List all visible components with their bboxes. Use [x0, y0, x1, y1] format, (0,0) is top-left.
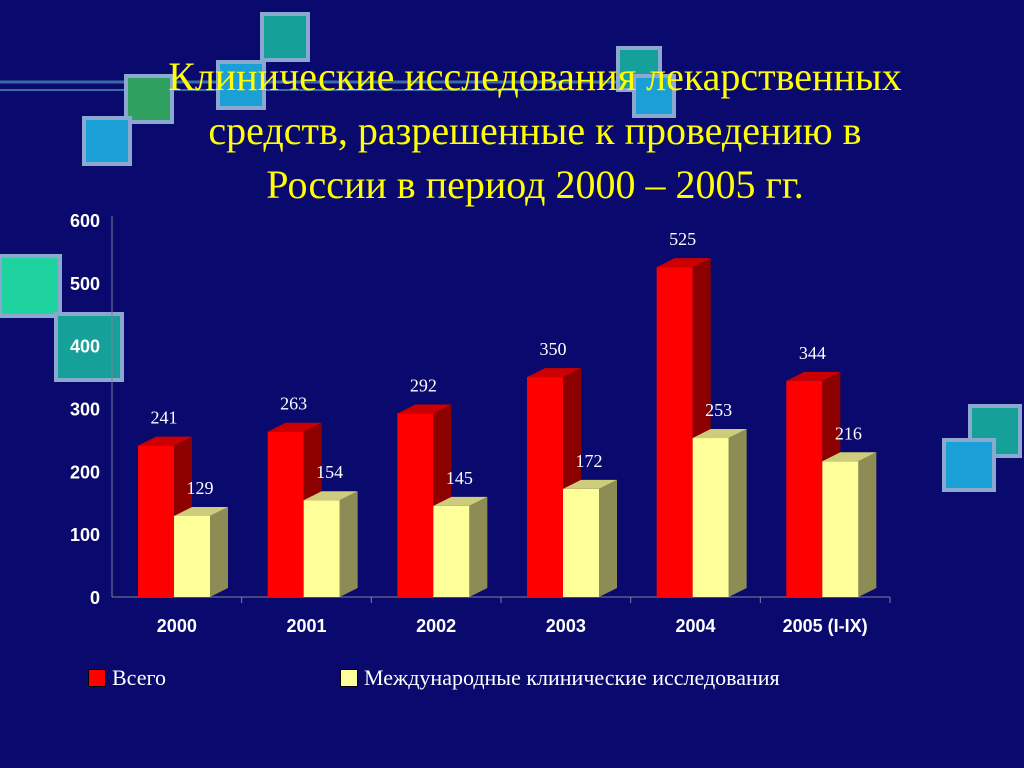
- bar-total: [527, 368, 581, 597]
- bar-international: [692, 429, 747, 597]
- title-line-2: средств, разрешенные к проведению в: [208, 108, 862, 153]
- deco-square: [942, 438, 996, 492]
- x-tick-label: 2003: [546, 616, 586, 636]
- deco-square: [0, 254, 62, 318]
- bar-front: [174, 515, 210, 597]
- y-tick-label: 0: [90, 588, 100, 608]
- deco-square: [124, 74, 174, 124]
- bar-front: [303, 500, 340, 597]
- bar-top: [822, 452, 877, 462]
- legend-label-total: Всего: [112, 665, 166, 690]
- x-tick-label: 2004: [675, 616, 715, 636]
- legend-item-total: Всего: [88, 664, 166, 692]
- bar-front: [397, 413, 434, 597]
- y-tick-label: 500: [70, 274, 100, 294]
- deco-square: [54, 312, 124, 382]
- data-label-total: 292: [410, 376, 437, 396]
- legend-label-international: Международные клинические исследования: [364, 665, 780, 690]
- y-tick-label: 400: [70, 337, 100, 357]
- deco-square: [216, 60, 266, 110]
- bar-top: [138, 436, 192, 446]
- data-label-international: 129: [187, 478, 214, 498]
- data-label-international: 154: [316, 462, 343, 482]
- x-tick-label: 2002: [416, 616, 456, 636]
- bar-top: [433, 496, 488, 506]
- data-label-international: 145: [446, 468, 473, 488]
- bar-top: [563, 479, 617, 489]
- data-label-total: 350: [540, 339, 567, 359]
- bar-side: [858, 452, 877, 597]
- bar-international: [822, 452, 877, 597]
- bar-front: [563, 488, 599, 597]
- bar-front: [786, 380, 823, 597]
- deco-square: [82, 116, 132, 166]
- bar-top: [267, 422, 322, 432]
- x-tick-label: 2005 (I-IX): [783, 616, 868, 636]
- bar-international: [174, 506, 228, 597]
- data-label-international: 216: [835, 423, 862, 443]
- data-label-total: 241: [151, 408, 178, 428]
- y-tick-label: 300: [70, 400, 100, 420]
- bar-top: [692, 429, 747, 439]
- bar-front: [267, 431, 304, 597]
- title-line-3: России в период 2000 – 2005 гг.: [266, 162, 804, 207]
- bar-side: [469, 496, 488, 597]
- bar-front: [138, 445, 174, 597]
- data-label-total: 525: [669, 229, 696, 249]
- bar-international: [303, 491, 358, 597]
- legend-swatch-international: [340, 669, 358, 687]
- bar-top: [174, 506, 228, 516]
- deco-square: [632, 74, 676, 118]
- y-tick-label: 100: [70, 525, 100, 545]
- data-label-total: 263: [280, 394, 307, 414]
- bar-side: [599, 479, 617, 597]
- bar-front: [433, 505, 470, 597]
- bar-front: [527, 377, 563, 597]
- deco-square: [260, 12, 310, 62]
- bar-top: [786, 371, 841, 381]
- bar-front: [822, 461, 859, 597]
- legend-item-international: Международные клинические исследования: [340, 664, 780, 692]
- bar-international: [563, 479, 617, 597]
- x-tick-label: 2000: [157, 616, 197, 636]
- bar-top: [656, 258, 711, 268]
- bar-front: [656, 267, 693, 597]
- bar-top: [303, 491, 358, 501]
- bar-top: [527, 368, 581, 378]
- y-tick-label: 200: [70, 462, 100, 482]
- y-tick-label: 600: [70, 211, 100, 231]
- legend-swatch-total: [88, 669, 106, 687]
- bar-front: [692, 438, 729, 597]
- title-line-1: Клинические исследования лекарственных: [168, 54, 902, 99]
- data-label-international: 253: [705, 400, 732, 420]
- data-label-international: 172: [576, 451, 603, 471]
- slide-title: Клинические исследования лекарственных с…: [90, 50, 980, 212]
- bar-international: [433, 496, 488, 597]
- data-label-total: 344: [799, 343, 826, 363]
- bar-side: [339, 491, 358, 597]
- bar-side: [210, 506, 228, 597]
- bar-top: [397, 404, 452, 414]
- bar-side: [728, 429, 747, 597]
- x-tick-label: 2001: [286, 616, 326, 636]
